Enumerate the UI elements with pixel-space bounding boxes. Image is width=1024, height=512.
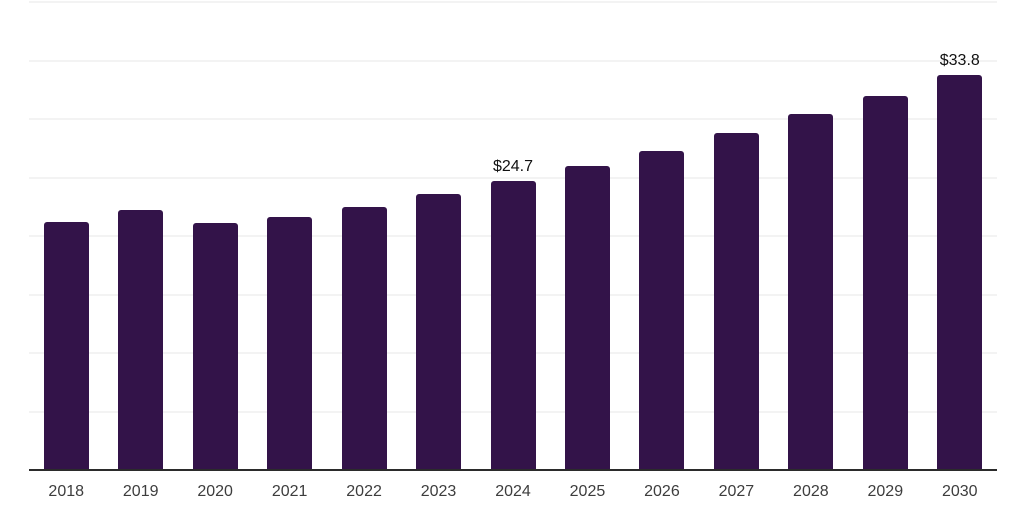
x-tick-label-2020: 2020 xyxy=(197,483,233,500)
bar-2019 xyxy=(118,210,164,470)
x-tick-label-2026: 2026 xyxy=(644,483,680,500)
gridline-35 xyxy=(29,59,997,62)
gridline-40 xyxy=(29,1,997,3)
bar-2023 xyxy=(416,193,462,470)
x-tick-label-2021: 2021 xyxy=(271,483,308,500)
bar-2027 xyxy=(713,133,759,470)
x-tick-label-2018: 2018 xyxy=(48,483,85,500)
bar-2029 xyxy=(862,95,908,470)
x-tick-label-2024: 2024 xyxy=(495,483,531,500)
bar-2018 xyxy=(43,221,89,470)
x-tick-label-2019: 2019 xyxy=(122,483,159,500)
bar-value-label-2024: $24.7 xyxy=(492,158,534,176)
bar-2026 xyxy=(639,150,685,470)
gridline-30 xyxy=(29,118,997,120)
bar-2030 xyxy=(937,74,983,470)
x-tick-label-2029: 2029 xyxy=(867,483,904,500)
x-tick-label-2023: 2023 xyxy=(420,483,457,500)
bar-2028 xyxy=(788,114,834,470)
bar-value-label-2030: $33.8 xyxy=(939,51,980,69)
bar-2020 xyxy=(192,223,238,470)
plot-area: $24.7 $33.8 xyxy=(29,1,997,471)
x-axis-line xyxy=(29,469,997,471)
bar-2024 xyxy=(490,181,536,470)
x-tick-label-2022: 2022 xyxy=(346,483,382,500)
x-tick-label-2030: 2030 xyxy=(941,483,978,500)
bar-2022 xyxy=(341,206,387,470)
x-tick-label-2025: 2025 xyxy=(569,483,606,500)
x-tick-label-2028: 2028 xyxy=(793,483,829,500)
bar-2025 xyxy=(564,165,610,470)
x-axis: 2018 2019 2020 2021 2022 2023 2024 2025 2026 2027… xyxy=(29,482,997,504)
bar-2021 xyxy=(267,217,313,470)
gridline-25 xyxy=(29,176,997,179)
x-tick-label-2027: 2027 xyxy=(718,483,755,500)
